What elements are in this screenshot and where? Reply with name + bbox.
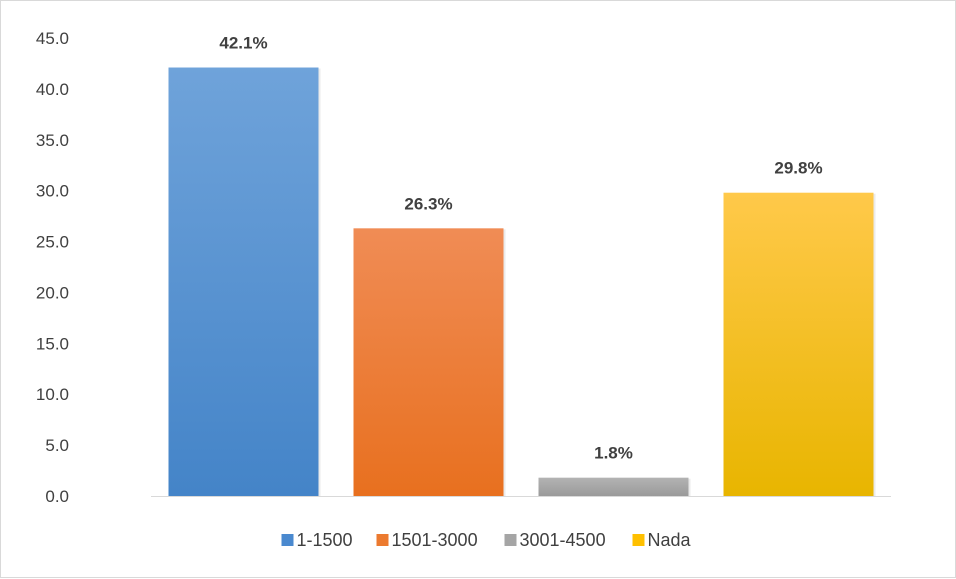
- y-tick-label: 10.0: [36, 385, 69, 404]
- y-tick-label: 30.0: [36, 182, 69, 201]
- legend-swatch: [504, 534, 517, 546]
- bar-1501-3000: [353, 228, 504, 496]
- bar-1-1500: [168, 67, 319, 496]
- data-label: 29.8%: [774, 159, 822, 178]
- legend-swatch: [376, 534, 389, 546]
- data-label: 26.3%: [404, 194, 452, 213]
- y-tick-label: 0.0: [45, 487, 69, 506]
- y-tick-label: 25.0: [36, 233, 69, 252]
- data-label: 42.1%: [219, 34, 267, 53]
- y-tick-label: 15.0: [36, 334, 69, 353]
- y-tick-label: 35.0: [36, 131, 69, 150]
- legend: 1-1500 1501-3000 3001-4500 Nada: [281, 530, 692, 550]
- y-tick-label: 20.0: [36, 283, 69, 302]
- bar-3001-4500: [538, 477, 689, 496]
- y-tick-label: 5.0: [45, 436, 69, 455]
- legend-swatch: [632, 534, 645, 546]
- y-tick-label: 40.0: [36, 80, 69, 99]
- legend-label: Nada: [648, 530, 692, 550]
- legend-swatch: [281, 534, 294, 546]
- legend-label: 3001-4500: [520, 530, 606, 550]
- data-label: 1.8%: [594, 444, 633, 463]
- legend-label: 1501-3000: [392, 530, 478, 550]
- bars-group: [168, 67, 876, 498]
- y-tick-label: 45.0: [36, 29, 69, 48]
- legend-label: 1-1500: [297, 530, 353, 550]
- bar-Nada: [723, 192, 874, 497]
- data-labels-group: 42.1% 26.3% 1.8% 29.8%: [219, 34, 822, 463]
- y-axis: 0.0 5.0 10.0 15.0 20.0 25.0 30.0 35.0 40.0 45.0: [36, 29, 69, 506]
